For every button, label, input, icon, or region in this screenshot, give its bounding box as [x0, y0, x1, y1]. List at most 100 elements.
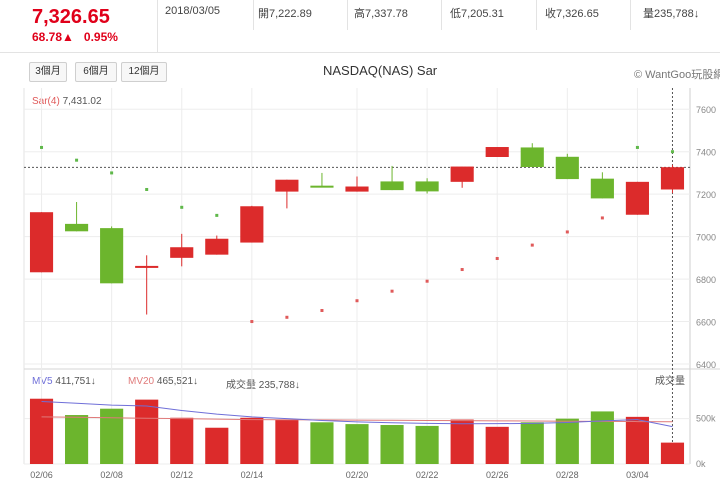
price-tick-label: 6800 — [696, 275, 716, 285]
volume-bar — [205, 427, 229, 464]
x-tick-label: 02/20 — [346, 470, 369, 480]
sar-dot — [180, 205, 184, 209]
volume-bar — [450, 419, 474, 464]
mv5-label: MV5 — [32, 376, 53, 387]
vol-value: 235,788↓ — [258, 380, 300, 391]
volume-bar — [240, 417, 264, 464]
mv5-line — [41, 400, 673, 428]
x-tick-label: 02/26 — [486, 470, 509, 480]
volume-bar — [65, 415, 89, 464]
volume-bar — [135, 399, 159, 464]
period-3m-button[interactable]: 3個月 — [29, 62, 67, 82]
volume-legend: MV5 411,751↓ — [32, 376, 96, 387]
x-tick-label: 02/14 — [241, 470, 264, 480]
sar-legend-value: 7,431.02 — [62, 96, 102, 107]
volume-bar — [555, 418, 579, 464]
mv20-legend: MV20 465,521↓ — [128, 376, 198, 387]
volume-bar — [380, 425, 404, 464]
quote-date: 2018/03/05 — [165, 5, 221, 17]
current-price: 7,326.65 — [32, 6, 110, 28]
candle-body — [625, 181, 649, 215]
price-tick-label: 7400 — [696, 148, 716, 158]
x-tick-label: 02/28 — [556, 470, 579, 480]
volume-bar — [29, 398, 54, 464]
quote-open: 開7,222.89 — [258, 8, 312, 20]
candle-body — [29, 212, 54, 273]
volume-tick-label: 0k — [696, 459, 706, 469]
sar-legend-label: Sar(4) — [32, 96, 60, 107]
sar-dot — [670, 150, 674, 154]
chart-title: NASDAQ(NAS) Sar — [323, 63, 438, 78]
x-tick-label: 02/08 — [100, 470, 123, 480]
volume-bar — [625, 416, 649, 464]
candle-body — [170, 247, 194, 258]
candle-body — [450, 166, 474, 182]
candle-body — [100, 228, 124, 284]
price-tick-label: 6400 — [696, 360, 716, 370]
volume-bar — [310, 422, 334, 464]
price-tick-label: 7000 — [696, 233, 716, 243]
candle-body — [520, 147, 544, 167]
mv20-label: MV20 — [128, 376, 155, 387]
header-divider — [347, 0, 348, 30]
sar-dot — [320, 308, 324, 312]
candle-body — [135, 265, 159, 268]
mv5-value: 411,751↓ — [55, 376, 96, 387]
volume-bar — [345, 424, 369, 464]
quote-volume: 量235,788↓ — [643, 8, 700, 20]
sar-dot — [495, 256, 499, 260]
change-value: 68.78▲ — [32, 30, 74, 44]
sar-dot — [110, 171, 114, 175]
price-tick-label: 7600 — [696, 105, 716, 115]
candle-body — [555, 156, 579, 180]
price-change: 68.78▲ 0.95% — [32, 30, 128, 44]
price-box: 7,326.65 68.78▲ 0.95% — [0, 0, 158, 52]
header-divider — [441, 0, 442, 30]
volume-bar — [275, 419, 299, 464]
quote-low: 低7,205.31 — [450, 8, 504, 20]
candle-body — [380, 181, 404, 191]
x-tick-label: 02/06 — [30, 470, 53, 480]
mv20-line — [41, 416, 673, 423]
header-divider — [536, 0, 537, 30]
volume-bar — [170, 417, 194, 464]
candle-body — [590, 178, 614, 199]
candle-body — [275, 179, 299, 192]
volume-tick-label: 500k — [696, 414, 716, 424]
x-tick-label: 03/04 — [626, 470, 649, 480]
candle-body — [660, 167, 685, 190]
period-12m-button[interactable]: 12個月 — [121, 62, 167, 82]
volume-bar — [485, 426, 509, 464]
period-6m-button[interactable]: 6個月 — [75, 62, 117, 82]
change-percent: 0.95% — [83, 30, 118, 44]
sar-dot — [145, 187, 149, 191]
volume-bar — [660, 442, 685, 464]
sar-dot — [75, 158, 79, 162]
candle-body — [310, 185, 334, 188]
sar-dot — [565, 230, 569, 234]
sar-dot — [530, 243, 534, 247]
candle-body — [415, 181, 439, 192]
sar-dot — [250, 320, 254, 324]
chart-credit: © WantGoo玩股網 — [634, 69, 720, 81]
sar-dot — [285, 315, 289, 319]
sar-dot — [390, 289, 394, 293]
sar-dot — [600, 216, 604, 220]
candle-body — [65, 223, 89, 232]
sar-dot — [460, 268, 464, 272]
volume-bar — [590, 411, 614, 464]
mv20-value: 465,521↓ — [156, 376, 199, 387]
header-divider — [253, 0, 254, 30]
quote-close: 收7,326.65 — [545, 8, 599, 20]
candle-body — [345, 186, 369, 192]
vol-label: 成交量 — [226, 380, 256, 391]
sar-dot — [40, 145, 44, 149]
candle-body — [205, 238, 229, 255]
sar-legend: Sar(4) 7,431.02 — [32, 96, 102, 107]
volume-bar — [415, 425, 439, 464]
volume-panel-label: 成交量 — [655, 376, 685, 387]
header-divider — [630, 0, 631, 30]
price-tick-label: 7200 — [696, 190, 716, 200]
sar-dot — [355, 299, 359, 303]
